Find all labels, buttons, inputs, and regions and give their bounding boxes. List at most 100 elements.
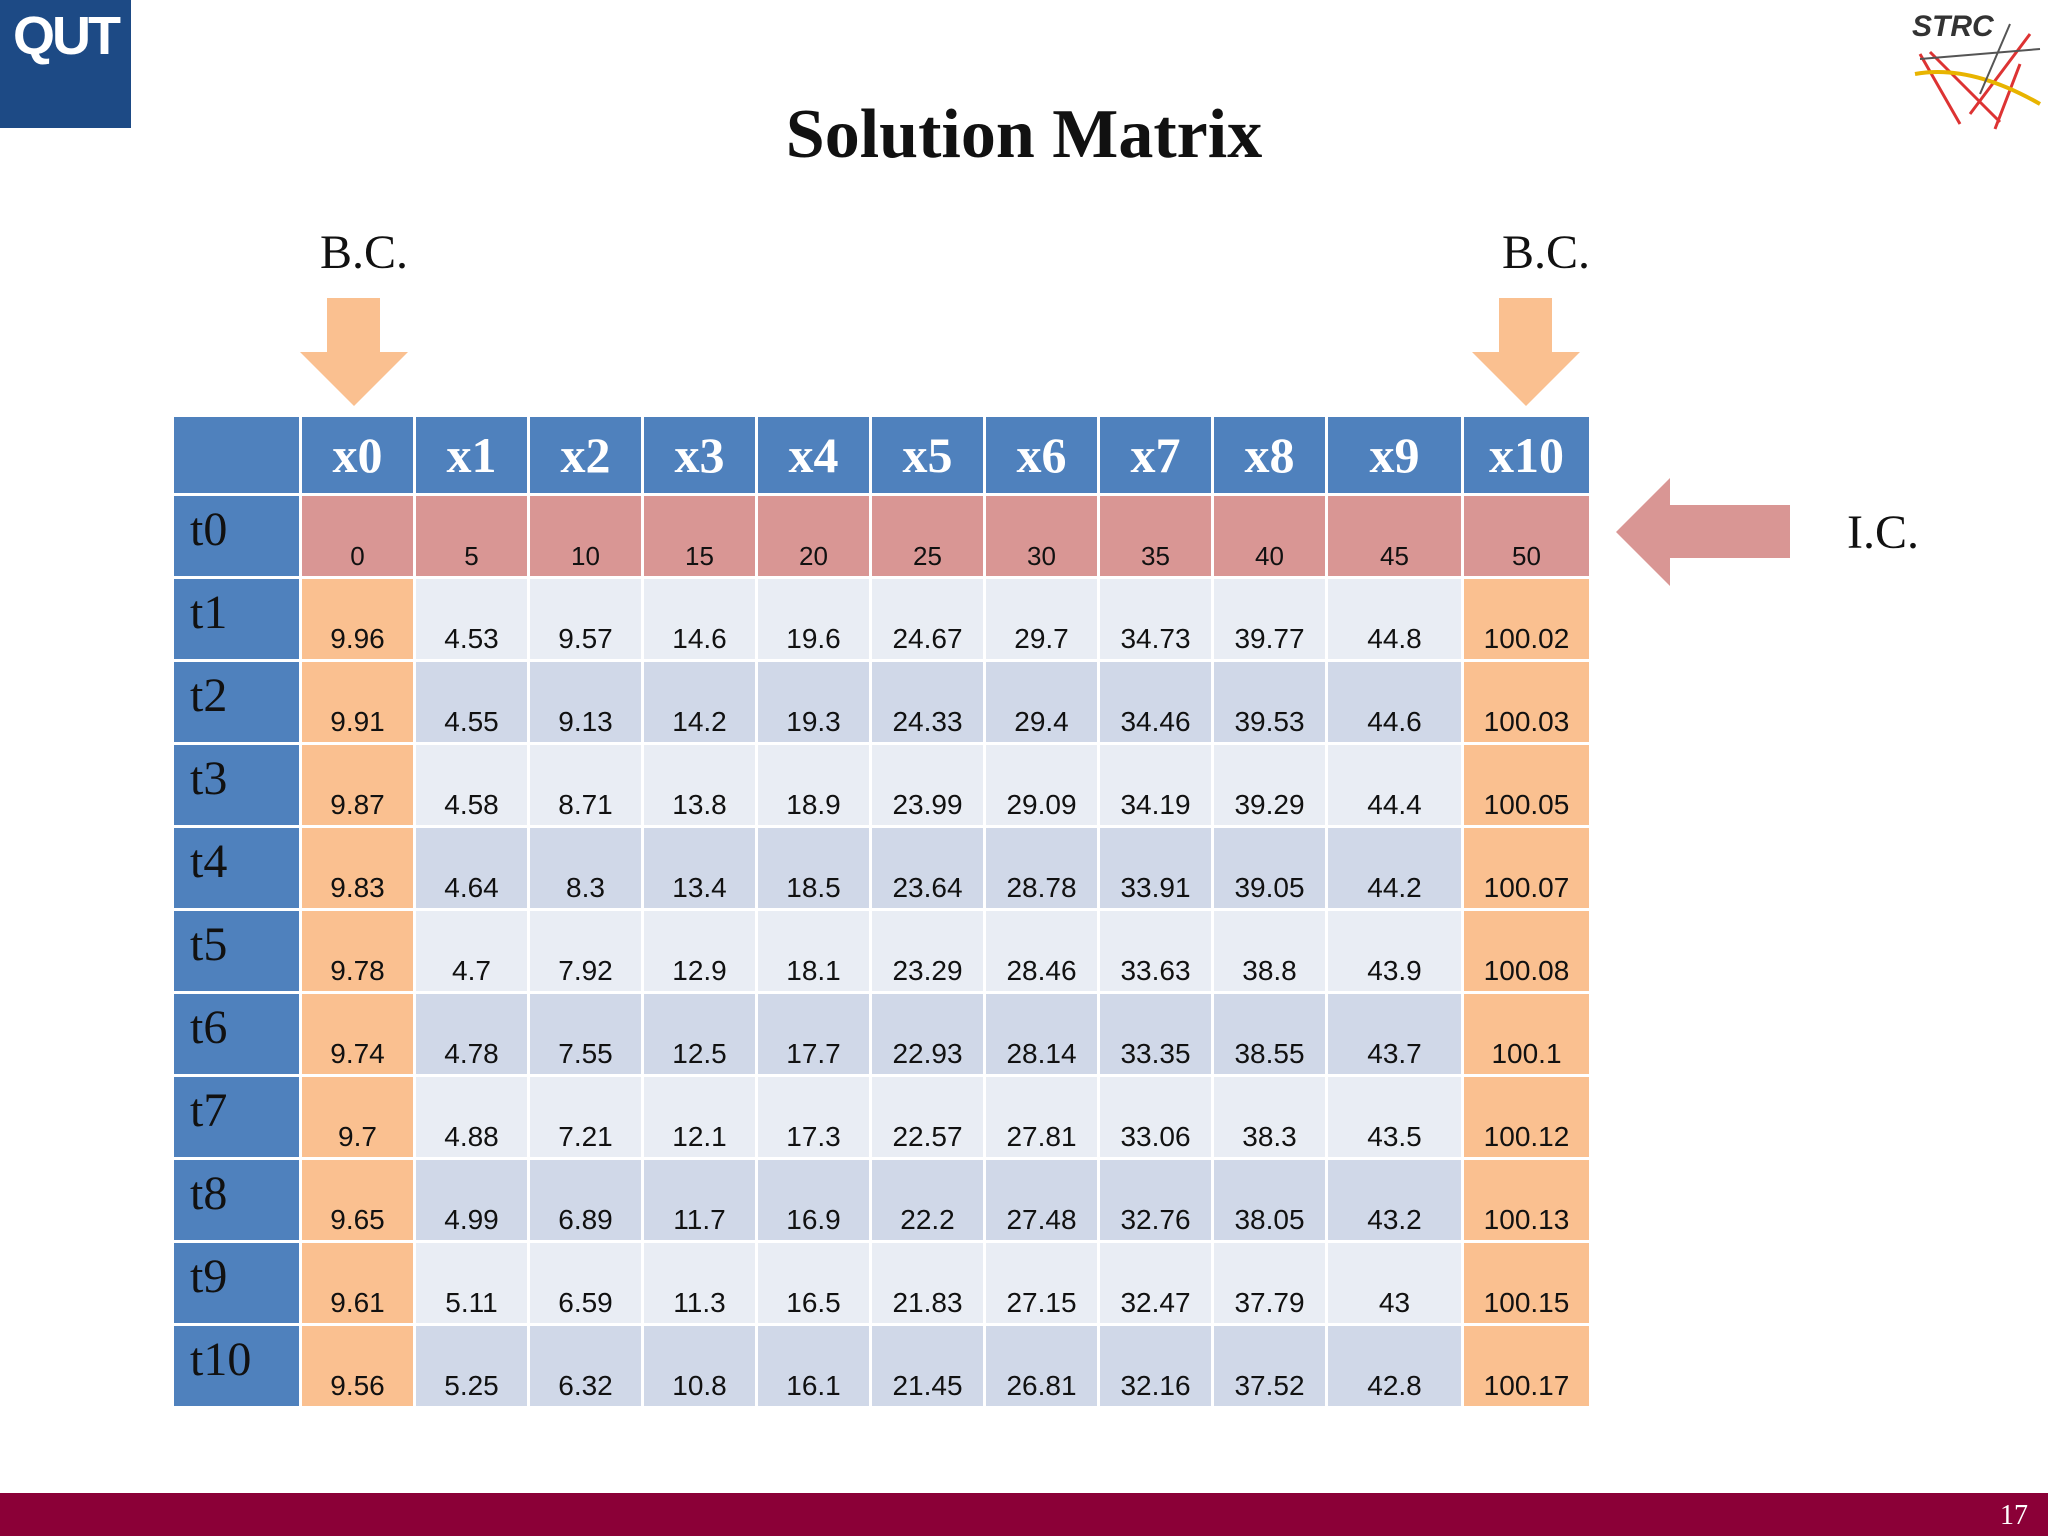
value-cell: 23.64 — [869, 825, 986, 911]
value-cell: 42.8 — [1325, 1323, 1464, 1409]
row-label: t3 — [171, 742, 302, 828]
bc-label: B.C. — [320, 226, 409, 279]
value-cell: 32.16 — [1097, 1323, 1214, 1409]
value-cell: 9.91 — [299, 659, 416, 745]
row-label: t1 — [171, 576, 302, 662]
row-label: t10 — [171, 1323, 302, 1409]
column-header: x0 — [299, 414, 416, 496]
value-cell: 24.67 — [869, 576, 986, 662]
value-cell: 21.83 — [869, 1240, 986, 1326]
value-cell: 4.88 — [413, 1074, 530, 1160]
corner-cell — [171, 414, 302, 496]
value-cell: 39.29 — [1211, 742, 1328, 828]
arrow-down — [300, 298, 408, 406]
value-cell: 13.4 — [641, 825, 758, 911]
value-cell: 33.63 — [1097, 908, 1214, 994]
table-row: t5 9.78 4.7 7.92 12.9 18.1 23.29 28.46 33.63 38.8… — [171, 908, 1592, 994]
row-label: t7 — [171, 1074, 302, 1160]
value-cell: 43.5 — [1325, 1074, 1464, 1160]
value-cell: 22.2 — [869, 1157, 986, 1243]
row-label: t6 — [171, 991, 302, 1077]
column-header: x9 — [1325, 414, 1464, 496]
qut-logo: QUT — [0, 0, 131, 128]
value-cell: 8.3 — [527, 825, 644, 911]
value-cell: 39.05 — [1211, 825, 1328, 911]
value-cell: 38.8 — [1211, 908, 1328, 994]
solution-table: x0 x1 x2 x3 x4 x5 x6 x7 x8 x9 x10 t0 0 5 10 15 20 25 30 35 4… — [171, 414, 1592, 1409]
value-cell: 4.7 — [413, 908, 530, 994]
value-cell: 18.5 — [755, 825, 872, 911]
value-cell: 5.11 — [413, 1240, 530, 1326]
value-cell: 20 — [755, 493, 872, 579]
value-cell: 38.55 — [1211, 991, 1328, 1077]
value-cell: 18.1 — [755, 908, 872, 994]
value-cell: 22.57 — [869, 1074, 986, 1160]
table-row: t9 9.61 5.11 6.59 11.3 16.5 21.83 27.15 32.47 37.… — [171, 1240, 1592, 1326]
value-cell: 27.81 — [983, 1074, 1100, 1160]
value-cell: 39.53 — [1211, 659, 1328, 745]
slide-title: Solution Matrix — [785, 96, 1263, 173]
value-cell: 26.81 — [983, 1323, 1100, 1409]
value-cell: 17.7 — [755, 991, 872, 1077]
value-cell: 6.59 — [527, 1240, 644, 1326]
value-cell: 38.05 — [1211, 1157, 1328, 1243]
value-cell: 19.3 — [755, 659, 872, 745]
value-cell: 9.61 — [299, 1240, 416, 1326]
value-cell: 27.15 — [983, 1240, 1100, 1326]
value-cell: 43.2 — [1325, 1157, 1464, 1243]
value-cell: 10.8 — [641, 1323, 758, 1409]
value-cell: 100.12 — [1461, 1074, 1592, 1160]
row-label: t4 — [171, 825, 302, 911]
value-cell: 37.52 — [1211, 1323, 1328, 1409]
value-cell: 21.45 — [869, 1323, 986, 1409]
arrow-down — [1472, 298, 1580, 406]
value-cell: 8.71 — [527, 742, 644, 828]
table-row: t7 9.7 4.88 7.21 12.1 17.3 22.57 27.81 33.06 38.3… — [171, 1074, 1592, 1160]
value-cell: 45 — [1325, 493, 1464, 579]
value-cell: 33.35 — [1097, 991, 1214, 1077]
table-row: t6 9.74 4.78 7.55 12.5 17.7 22.93 28.14 33.35 38.… — [171, 991, 1592, 1077]
value-cell: 14.6 — [641, 576, 758, 662]
value-cell: 11.7 — [641, 1157, 758, 1243]
value-cell: 28.14 — [983, 991, 1100, 1077]
value-cell: 16.9 — [755, 1157, 872, 1243]
column-header: x4 — [755, 414, 872, 496]
column-header: x3 — [641, 414, 758, 496]
value-cell: 100.17 — [1461, 1323, 1592, 1409]
strc-logo-text: STRC — [1912, 10, 1995, 43]
value-cell: 9.87 — [299, 742, 416, 828]
value-cell: 12.1 — [641, 1074, 758, 1160]
value-cell: 7.92 — [527, 908, 644, 994]
value-cell: 7.55 — [527, 991, 644, 1077]
value-cell: 50 — [1461, 493, 1592, 579]
value-cell: 4.58 — [413, 742, 530, 828]
value-cell: 5.25 — [413, 1323, 530, 1409]
value-cell: 4.55 — [413, 659, 530, 745]
table-row: t3 9.87 4.58 8.71 13.8 18.9 23.99 29.09 34.19 39.… — [171, 742, 1592, 828]
value-cell: 13.8 — [641, 742, 758, 828]
row-label: t5 — [171, 908, 302, 994]
value-cell: 29.09 — [983, 742, 1100, 828]
ic-label: I.C. — [1847, 506, 1919, 559]
value-cell: 39.77 — [1211, 576, 1328, 662]
value-cell: 22.93 — [869, 991, 986, 1077]
arrow-left — [1616, 478, 1790, 586]
value-cell: 40 — [1211, 493, 1328, 579]
value-cell: 32.76 — [1097, 1157, 1214, 1243]
value-cell: 9.83 — [299, 825, 416, 911]
value-cell: 6.32 — [527, 1323, 644, 1409]
header-row: x0 x1 x2 x3 x4 x5 x6 x7 x8 x9 x10 — [171, 414, 1592, 496]
value-cell: 9.57 — [527, 576, 644, 662]
value-cell: 6.89 — [527, 1157, 644, 1243]
value-cell: 9.78 — [299, 908, 416, 994]
value-cell: 7.21 — [527, 1074, 644, 1160]
value-cell: 100.1 — [1461, 991, 1592, 1077]
value-cell: 4.64 — [413, 825, 530, 911]
value-cell: 10 — [527, 493, 644, 579]
value-cell: 9.74 — [299, 991, 416, 1077]
footer-bar — [0, 1493, 2048, 1536]
column-header: x2 — [527, 414, 644, 496]
value-cell: 28.78 — [983, 825, 1100, 911]
value-cell: 14.2 — [641, 659, 758, 745]
value-cell: 28.46 — [983, 908, 1100, 994]
